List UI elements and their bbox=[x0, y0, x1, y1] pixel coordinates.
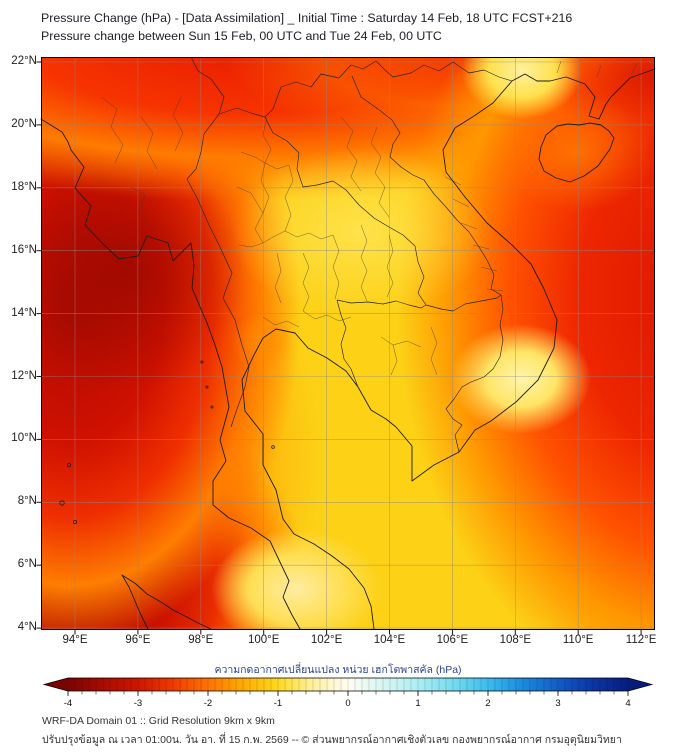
colorbar-gradient bbox=[68, 678, 628, 691]
pressure-change-map bbox=[36, 56, 656, 635]
colorbar-tick-label: -1 bbox=[274, 698, 282, 709]
colorbar-tick-label: 0 bbox=[345, 698, 350, 709]
x-tick-label: 98°E bbox=[188, 634, 214, 646]
x-tick-label: 100°E bbox=[247, 634, 280, 646]
sumatra-north-coast bbox=[121, 574, 212, 630]
map-frame bbox=[41, 57, 655, 630]
page-title: Pressure Change (hPa) - [Data Assimilati… bbox=[41, 11, 573, 25]
province-borders bbox=[100, 60, 638, 376]
country-borders bbox=[186, 56, 513, 453]
footer-update-info: ปรับปรุงข้อมูล ณ เวลา 01:00น. วัน อา. ที… bbox=[42, 734, 622, 746]
x-tick-label: 102°E bbox=[310, 634, 343, 646]
y-tick-label: 12°N bbox=[11, 369, 37, 382]
y-tick-label: 22°N bbox=[11, 55, 37, 67]
y-tick-label: 20°N bbox=[11, 117, 37, 130]
x-tick-label: 104°E bbox=[373, 634, 406, 646]
small-islands bbox=[59, 360, 275, 524]
colorbar-tick-label: 3 bbox=[555, 698, 560, 709]
colorbar-tick-label: -3 bbox=[134, 698, 142, 709]
y-tick-label: 4°N bbox=[17, 621, 37, 634]
hainan-island bbox=[538, 122, 615, 183]
footer-domain-info: WRF-DA Domain 01 :: Grid Resolution 9km … bbox=[42, 715, 275, 727]
x-tick-label: 110°E bbox=[562, 634, 594, 646]
colorbar-tick-label: 2 bbox=[485, 698, 490, 709]
axis-ticks bbox=[36, 61, 642, 635]
colorbar-tick-label: 4 bbox=[625, 698, 630, 709]
colorbar-tick-label: -2 bbox=[204, 698, 212, 709]
x-tick-label: 108°E bbox=[499, 634, 532, 646]
map-gridlines bbox=[41, 57, 655, 630]
colorbar-right-arrow bbox=[628, 678, 652, 691]
coastlines bbox=[40, 68, 656, 630]
y-tick-label: 14°N bbox=[11, 306, 37, 319]
colorbar-tick-label: 1 bbox=[415, 698, 420, 709]
y-tick-label: 16°N bbox=[11, 243, 37, 256]
colorbar-left-arrow bbox=[44, 678, 68, 691]
colorbar-tick-label: -4 bbox=[64, 698, 72, 709]
sumatra-west-coast bbox=[121, 574, 149, 630]
x-tick-label: 96°E bbox=[125, 634, 151, 646]
map-geography-svg bbox=[36, 56, 656, 635]
y-tick-label: 18°N bbox=[11, 180, 37, 193]
colorbar: -4 -3 -2 -1 0 1 2 3 4 bbox=[42, 677, 654, 709]
y-tick-label: 10°N bbox=[11, 432, 37, 445]
x-tick-label: 94°E bbox=[62, 634, 88, 646]
colorbar-label: ความกดอากาศเปลี่ยนแปลง หน่วย เฮกโตพาสคัล… bbox=[214, 664, 462, 676]
x-tick-label: 106°E bbox=[436, 634, 469, 646]
y-tick-label: 8°N bbox=[17, 495, 37, 508]
page-subtitle: Pressure change between Sun 15 Feb, 00 U… bbox=[41, 29, 442, 43]
y-tick-label: 6°N bbox=[17, 558, 37, 571]
x-tick-label: 112°E bbox=[625, 634, 657, 646]
